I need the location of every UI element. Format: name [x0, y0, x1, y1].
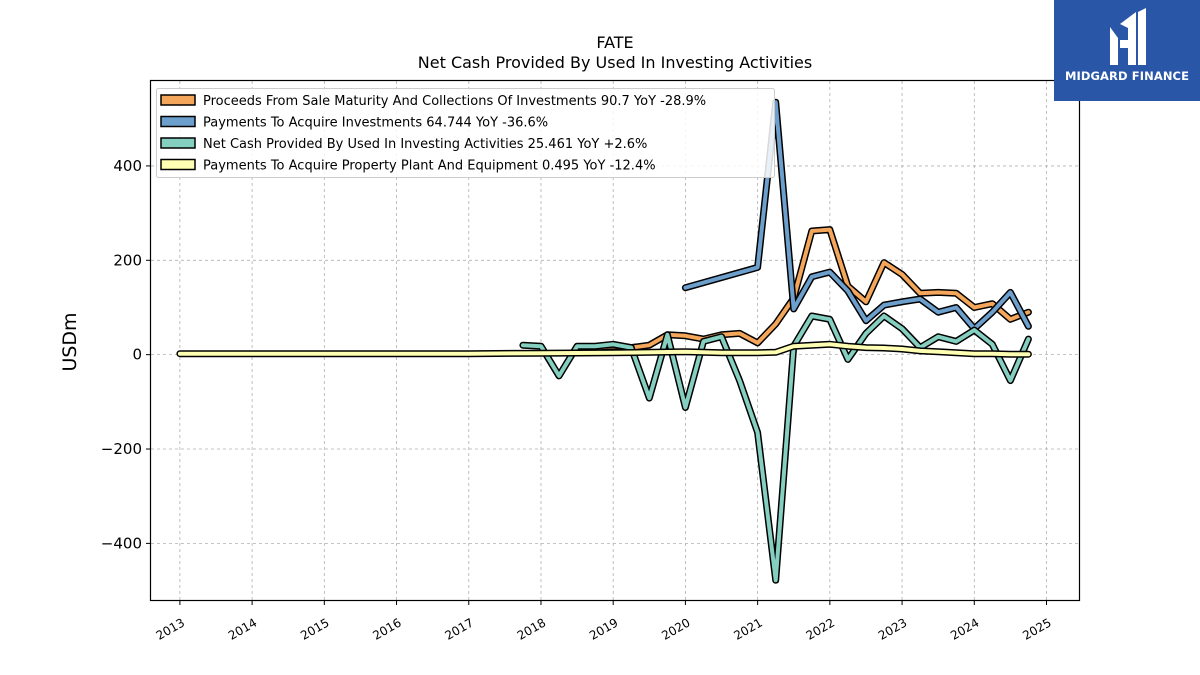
x-tick-label: 2018	[515, 616, 548, 643]
x-tick-label: 2015	[298, 616, 331, 643]
y-tick-label: 200	[113, 251, 142, 269]
x-axis: 2013 2014 2015 2016 2017 2018 2019 2020 2021 2022…	[154, 600, 1054, 643]
x-tick-label: 2022	[804, 616, 837, 643]
x-tick-label: 2021	[731, 616, 764, 643]
y-axis-label: USDm	[59, 312, 81, 371]
y-tick-label: 400	[113, 157, 142, 175]
series-lines	[176, 98, 1032, 584]
legend-label: Net Cash Provided By Used In Investing A…	[203, 137, 647, 152]
chart-subtitle: Net Cash Provided By Used In Investing A…	[418, 53, 812, 72]
plot-frame	[149, 79, 1081, 602]
x-tick-label: 2023	[876, 616, 909, 643]
x-tick-label: 2019	[587, 616, 620, 643]
x-tick-label: 2017	[443, 616, 476, 643]
y-axis: −400 −200 0 200 400	[101, 157, 151, 552]
legend-label: Payments To Acquire Property Plant And E…	[203, 159, 656, 174]
chart-title: FATE	[596, 33, 633, 52]
legend-swatch	[160, 158, 196, 171]
legend-label: Proceeds From Sale Maturity And Collecti…	[203, 94, 706, 109]
legend-label: Payments To Acquire Investments 64.744 Y…	[203, 116, 548, 131]
x-tick-label: 2024	[948, 616, 981, 643]
legend-swatch	[160, 137, 196, 149]
brand-name: MIDGARD FINANCE	[1064, 69, 1190, 83]
legend-swatch	[160, 94, 196, 106]
x-tick-label: 2025	[1020, 616, 1053, 643]
y-tick-label: 0	[132, 346, 142, 364]
y-tick-label: −400	[101, 534, 142, 552]
x-tick-label: 2016	[370, 616, 403, 643]
x-tick-label: 2020	[659, 616, 692, 643]
legend-swatch	[160, 115, 196, 128]
series-line	[177, 342, 1031, 357]
x-tick-label: 2014	[226, 616, 259, 643]
legend: Proceeds From Sale Maturity And Collecti…	[156, 88, 775, 178]
series-line-outline	[591, 226, 1032, 352]
x-tick-label: 2013	[154, 616, 187, 643]
series-line	[593, 227, 1031, 350]
series-line	[520, 314, 1031, 583]
y-tick-label: −200	[101, 440, 142, 458]
legend-box	[156, 88, 775, 178]
series-line	[683, 100, 1031, 331]
brand-logo: MIDGARD FINANCE	[1054, 0, 1200, 101]
brand-mark-icon	[1110, 8, 1146, 65]
